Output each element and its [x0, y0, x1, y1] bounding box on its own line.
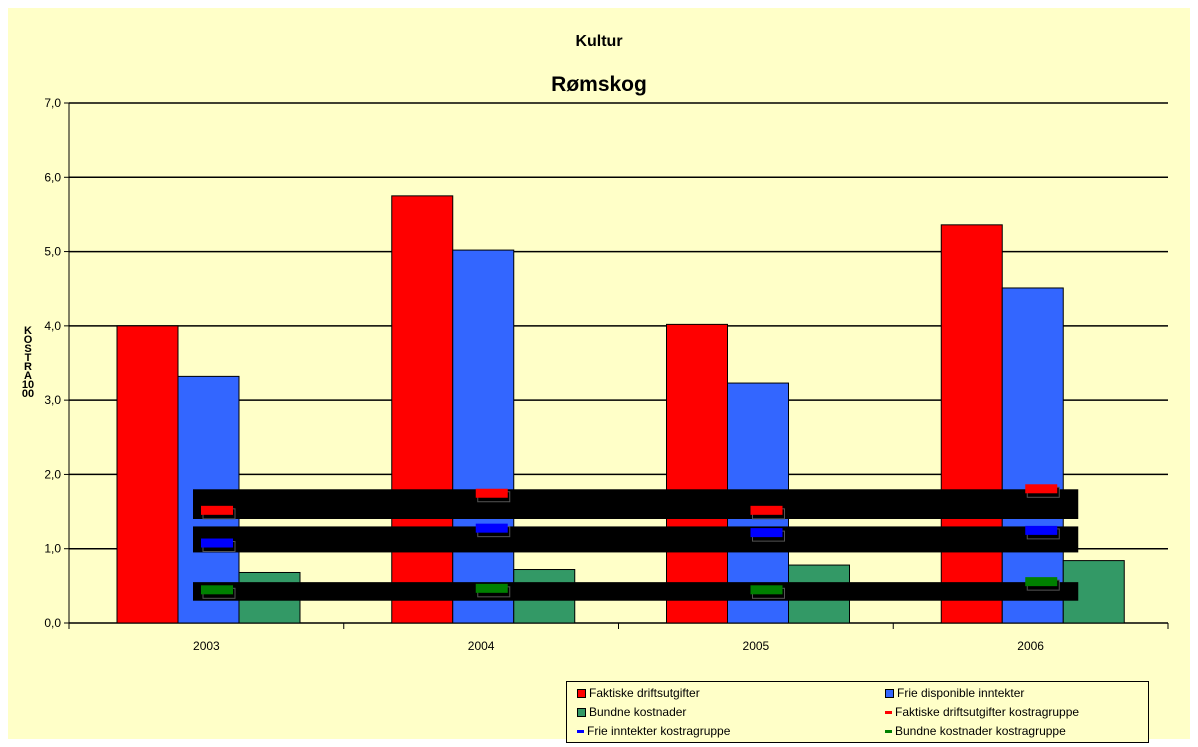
- x-tick-label: 2005: [743, 639, 770, 653]
- marker-faktiske-driftsutgifter-kostragruppe: [201, 505, 233, 515]
- y-axis-label: KOSTRA 1000: [21, 325, 35, 400]
- legend-item-bundne-kostnader-kostragruppe: Bundne kostnader kostragruppe: [885, 724, 1066, 738]
- legend-swatch-bundne-kostnader-kostragruppe: [885, 730, 892, 734]
- marker-frie-inntekter-kostragruppe: [1025, 525, 1058, 535]
- overlay-band: [193, 526, 1079, 553]
- y-tick-label: 6,0: [44, 170, 61, 184]
- marker-bundne-kostnader-kostragruppe: [750, 585, 783, 595]
- legend-swatch-faktiske-driftsutgifter-kostragruppe: [885, 711, 892, 715]
- overlay-band: [193, 489, 1079, 519]
- marker-faktiske-driftsutgifter-kostragruppe: [1025, 484, 1058, 494]
- x-tick-label: 2004: [468, 639, 495, 653]
- bar-faktiske-driftsutgifter: [391, 195, 454, 624]
- legend-swatch-frie-inntekter-kostragruppe: [577, 730, 584, 734]
- marker-faktiske-driftsutgifter-kostragruppe: [750, 505, 783, 515]
- y-tick-label: 7,0: [44, 96, 61, 110]
- y-tick-label: 1,0: [44, 542, 61, 556]
- overlay-band: [193, 582, 1079, 601]
- marker-bundne-kostnader-kostragruppe: [1025, 577, 1058, 587]
- legend-item-faktiske-driftsutgifter-kostragruppe: Faktiske driftsutgifter kostragruppe: [885, 705, 1079, 719]
- legend-item-bundne-kostnader: Bundne kostnader: [577, 705, 686, 719]
- y-tick-label: 3,0: [44, 393, 61, 407]
- legend-label: Faktiske driftsutgifter kostragruppe: [895, 705, 1080, 719]
- legend-swatch-bundne-kostnader: [577, 708, 586, 718]
- bar-faktiske-driftsutgifter: [666, 323, 728, 624]
- y-tick-label: 0,0: [44, 616, 61, 630]
- legend-label: Frie inntekter kostragruppe: [587, 724, 731, 738]
- legend-label: Faktiske driftsutgifter: [589, 686, 700, 700]
- legend-item-faktiske-driftsutgifter: Faktiske driftsutgifter: [577, 686, 700, 700]
- marker-frie-inntekter-kostragruppe: [750, 528, 783, 538]
- y-tick-label: 4,0: [44, 319, 61, 333]
- legend-item-frie-disponible-inntekter: Frie disponible inntekter: [885, 686, 1024, 700]
- chart-title: Kultur: [575, 33, 623, 50]
- marker-frie-inntekter-kostragruppe: [201, 538, 233, 548]
- marker-bundne-kostnader-kostragruppe: [475, 583, 508, 593]
- marker-faktiske-driftsutgifter-kostragruppe: [475, 488, 508, 498]
- bar-faktiske-driftsutgifter: [116, 325, 179, 624]
- bar-faktiske-driftsutgifter: [940, 224, 1003, 624]
- x-tick-label: 2003: [193, 639, 220, 653]
- chart-subtitle: Rømskog: [551, 73, 647, 96]
- y-tick-label: 2,0: [44, 467, 61, 481]
- marker-frie-inntekter-kostragruppe: [475, 523, 508, 533]
- legend-label: Frie disponible inntekter: [897, 686, 1025, 700]
- legend-label: Bundne kostnader kostragruppe: [895, 724, 1066, 738]
- legend-label: Bundne kostnader: [589, 705, 687, 719]
- marker-bundne-kostnader-kostragruppe: [201, 585, 233, 595]
- legend-item-frie-inntekter-kostragruppe: Frie inntekter kostragruppe: [577, 724, 730, 738]
- legend: Faktiske driftsutgifter Frie disponible …: [566, 681, 1149, 743]
- legend-swatch-frie-disponible-inntekter: [885, 689, 894, 699]
- bar-frie-disponible-inntekter: [1001, 287, 1064, 624]
- legend-swatch-faktiske-driftsutgifter: [577, 689, 586, 699]
- bar-frie-disponible-inntekter: [452, 249, 515, 624]
- y-tick-label: 5,0: [44, 245, 61, 259]
- x-tick-label: 2006: [1017, 639, 1044, 653]
